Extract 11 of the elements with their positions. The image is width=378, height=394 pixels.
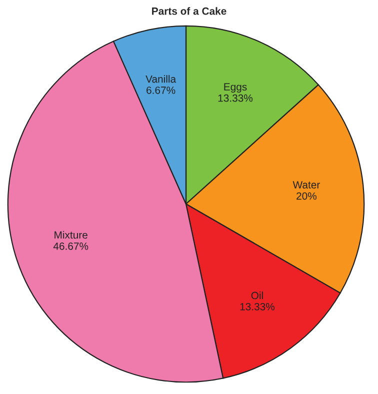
data-label: 20% xyxy=(296,192,316,200)
data-label: 46.67% xyxy=(53,242,88,250)
data-label: 13.33% xyxy=(218,94,253,102)
slice-label: Oil xyxy=(251,291,263,300)
data-label: 13.33% xyxy=(240,302,275,310)
slice-label: Eggs xyxy=(224,83,247,93)
slice-label: Water xyxy=(292,181,320,188)
data-label: 6.67% xyxy=(146,86,176,94)
slice-label: Mixture xyxy=(54,230,88,239)
slice-label: Vanilla xyxy=(146,75,176,83)
chart-title: Parts of a Cake xyxy=(152,7,226,15)
